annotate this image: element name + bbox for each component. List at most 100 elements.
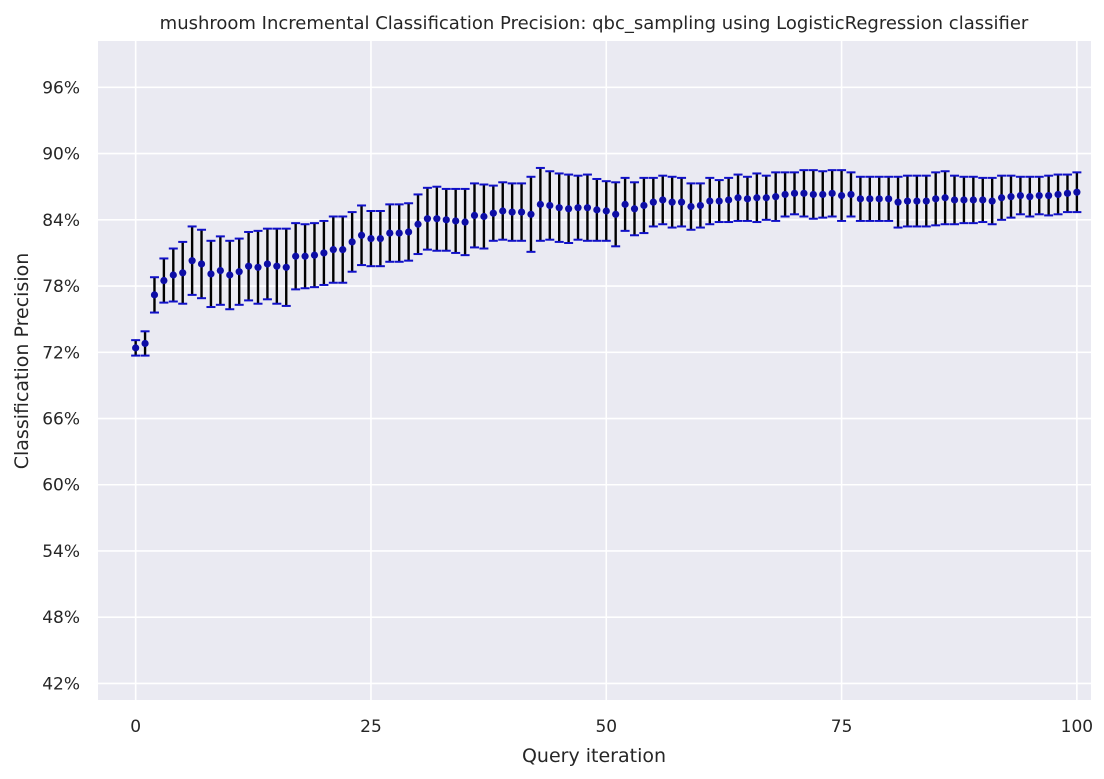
data-point	[320, 249, 328, 257]
data-point	[885, 195, 893, 203]
data-points	[132, 188, 1081, 352]
data-point	[593, 206, 601, 214]
x-tick-label: 25	[360, 717, 382, 737]
data-point	[725, 196, 733, 204]
data-point	[169, 271, 177, 279]
data-point	[348, 238, 356, 246]
data-point	[527, 210, 535, 218]
data-point	[1026, 193, 1034, 201]
data-point	[800, 189, 808, 197]
data-point	[875, 195, 883, 203]
data-point	[621, 200, 629, 208]
data-point	[235, 268, 243, 276]
y-tick-label: 78%	[42, 277, 80, 297]
data-point	[461, 218, 469, 226]
x-tick-label: 0	[130, 717, 141, 737]
data-point	[997, 194, 1006, 202]
data-point	[913, 197, 921, 205]
data-point	[1016, 191, 1025, 200]
data-point	[546, 201, 554, 210]
data-point	[1045, 191, 1053, 200]
data-point	[282, 263, 290, 271]
data-point	[894, 198, 902, 206]
data-point	[847, 190, 855, 199]
data-point	[216, 267, 224, 275]
data-point	[837, 191, 846, 200]
data-point	[866, 195, 874, 203]
data-point	[339, 246, 347, 254]
data-point	[602, 207, 610, 215]
data-point	[856, 195, 864, 203]
data-point	[433, 215, 441, 223]
data-point	[1054, 190, 1062, 199]
data-point	[630, 205, 639, 213]
y-axis-label: Classification Precision	[11, 253, 33, 470]
data-point	[141, 339, 149, 348]
data-point	[649, 198, 657, 206]
data-point	[668, 198, 676, 206]
data-point	[1073, 188, 1081, 196]
data-point	[301, 252, 309, 260]
data-point	[696, 201, 704, 210]
data-point	[329, 246, 337, 254]
x-axis-ticks: 0 25 50 75 100	[130, 717, 1093, 737]
data-point	[160, 276, 168, 285]
data-point	[960, 196, 968, 204]
data-point	[640, 201, 648, 210]
data-point	[715, 197, 723, 205]
data-point	[734, 194, 742, 202]
y-tick-label: 48%	[42, 608, 80, 628]
data-point	[677, 198, 686, 206]
x-axis-label: Query iteration	[522, 745, 666, 767]
data-point	[263, 260, 272, 268]
y-tick-label: 42%	[42, 674, 80, 694]
data-point	[244, 262, 253, 270]
y-axis-ticks: 42% 48% 54% 60% 66% 72% 78% 84% 90% 96%	[42, 78, 80, 694]
data-point	[197, 260, 206, 268]
data-point	[950, 196, 959, 204]
data-point	[574, 204, 582, 212]
data-point	[612, 210, 620, 218]
data-point	[762, 194, 770, 202]
y-tick-label: 66%	[42, 410, 80, 430]
data-point	[903, 197, 912, 205]
data-point	[517, 208, 526, 216]
data-point	[132, 344, 140, 352]
chart-title: mushroom Incremental Classification Prec…	[160, 13, 1029, 34]
data-point	[969, 196, 977, 204]
data-point	[706, 197, 714, 205]
data-point	[292, 252, 300, 260]
data-point	[273, 262, 281, 270]
data-point	[254, 263, 262, 271]
data-point	[753, 194, 761, 202]
data-point	[536, 200, 544, 208]
data-point	[565, 205, 573, 213]
data-point	[367, 234, 375, 243]
data-point	[207, 270, 215, 278]
data-point	[150, 291, 159, 299]
data-point	[508, 208, 516, 216]
data-point	[1007, 193, 1015, 201]
data-point	[423, 215, 432, 223]
y-tick-label: 72%	[42, 343, 80, 363]
y-tick-label: 90%	[42, 145, 80, 165]
data-point	[357, 231, 366, 239]
data-point	[790, 189, 799, 197]
data-point	[442, 216, 450, 224]
y-tick-label: 84%	[42, 211, 80, 231]
y-tick-label: 54%	[42, 542, 80, 562]
y-tick-label: 96%	[42, 78, 80, 98]
y-tick-label: 60%	[42, 476, 80, 496]
data-point	[781, 190, 789, 199]
data-point	[405, 228, 413, 236]
data-point	[310, 251, 319, 259]
data-point	[743, 195, 752, 203]
data-point	[414, 220, 422, 228]
plot-area	[98, 41, 1091, 700]
data-point	[470, 211, 479, 220]
data-point	[179, 269, 187, 277]
data-point	[452, 217, 460, 225]
data-point	[809, 190, 817, 199]
data-point	[828, 189, 836, 197]
